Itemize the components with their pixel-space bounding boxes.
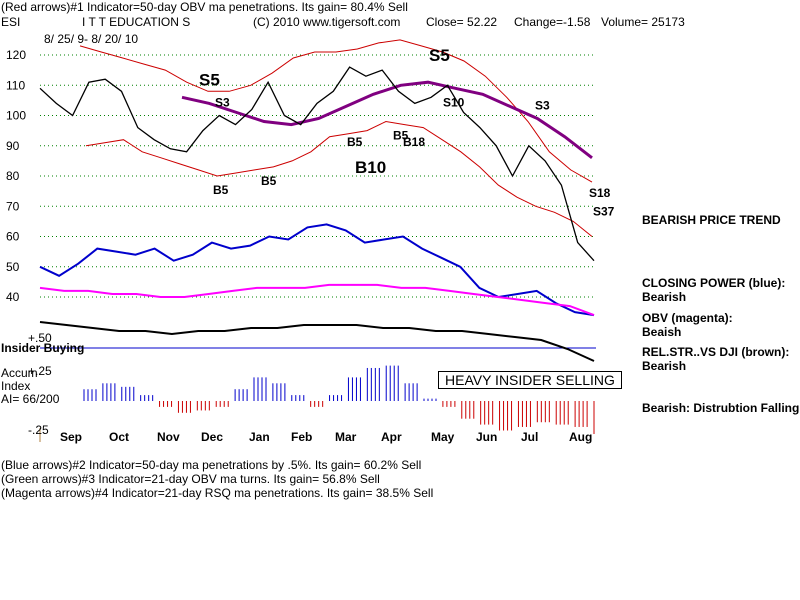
signal-s10: S10 — [443, 95, 465, 109]
y-tick-50: 50 — [6, 260, 20, 274]
date-range: 8/ 25/ 9- 8/ 20/ 10 — [44, 32, 139, 46]
signal-b5: B5 — [393, 129, 409, 143]
y-tick-90: 90 — [6, 139, 20, 153]
y-tick-100: 100 — [6, 109, 26, 123]
index-label: Index — [1, 379, 31, 393]
series-upper-band — [79, 39, 593, 183]
series-closing-power — [39, 223, 595, 317]
signal-b18: B18 — [403, 135, 425, 149]
x-tick-jun: Jun — [476, 430, 497, 444]
accum-tick: -.25 — [28, 423, 49, 437]
closing-power-note: CLOSING POWER (blue): — [642, 276, 786, 290]
signal-b10: B10 — [355, 158, 386, 177]
close-value: Close= 52.22 — [426, 15, 498, 29]
accum-tick: +.25 — [28, 364, 52, 378]
y-tick-110: 110 — [6, 78, 25, 92]
x-tick-jan: Jan — [249, 430, 270, 444]
y-tick-60: 60 — [6, 230, 20, 244]
signal-b5: B5 — [213, 183, 229, 197]
series-50day-ma — [181, 80, 593, 159]
x-tick-aug: Aug — [569, 430, 592, 444]
insider-selling-box: HEAVY INSIDER SELLING — [438, 371, 622, 389]
x-tick-may: May — [431, 430, 455, 444]
x-tick-mar: Mar — [335, 430, 357, 444]
volume-value: Volume= 25173 — [601, 15, 685, 29]
insider-buying-label: Insider Buying — [1, 341, 85, 355]
series-obv — [39, 283, 595, 317]
signal-s5: S5 — [199, 70, 220, 89]
x-tick-dec: Dec — [201, 430, 223, 444]
header-indicator-line: (Red arrows)#1 Indicator=50-day OBV ma p… — [1, 0, 408, 14]
x-axis-ticks: Sep Oct Nov Dec Jan Feb Mar Apr May Jun Jul Aug — [60, 430, 592, 444]
x-tick-jul: Jul — [521, 430, 538, 444]
signal-s18: S18 — [589, 186, 611, 200]
signal-s5: S5 — [429, 46, 450, 65]
rel-str-note: REL.STR..VS DJI (brown): — [642, 345, 790, 359]
obv-status: Beaish — [642, 325, 682, 339]
rel-str-status: Bearish — [642, 359, 687, 373]
y-axis-ticks: 40 50 60 70 80 90 100 110 120 +.50 +.25 -.25 — [6, 48, 52, 437]
ticker-symbol: ESI — [1, 15, 21, 29]
footer-blue-line: (Blue arrows)#2 Indicator=50-day ma pene… — [1, 458, 422, 472]
y-tick-120: 120 — [6, 48, 26, 62]
x-tick-feb: Feb — [291, 430, 312, 444]
x-tick-nov: Nov — [157, 430, 180, 444]
signal-b5: B5 — [261, 174, 277, 188]
ai-label: AI= 66/200 — [1, 392, 60, 406]
x-tick-sep: Sep — [60, 430, 82, 444]
x-tick-oct: Oct — [109, 430, 129, 444]
accum-note: Bearish: Distrubtion Falling. — [642, 401, 800, 415]
change-value: Change=-1.58 — [514, 15, 591, 29]
footer-magenta-line: (Magenta arrows)#4 Indicator=21-day RSQ … — [1, 486, 434, 500]
accum-label: Accum — [1, 366, 38, 380]
x-tick-apr: Apr — [381, 430, 402, 444]
footer-green-line: (Green arrows)#3 Indicator=21-day OBV ma… — [1, 472, 380, 486]
series-lower-band — [85, 120, 593, 237]
accum-tick: +.50 — [28, 331, 52, 345]
signal-b5: B5 — [347, 135, 363, 149]
signal-s37: S37 — [593, 204, 615, 218]
company-name: I T T EDUCATION S — [82, 15, 191, 29]
series-lines — [39, 39, 595, 362]
signal-s3: S3 — [535, 98, 550, 112]
series-rel-str — [39, 321, 595, 362]
obv-note: OBV (magenta): — [642, 311, 733, 325]
y-tick-80: 80 — [6, 169, 20, 183]
y-tick-40: 40 — [6, 290, 20, 304]
closing-power-status: Bearish — [642, 290, 687, 304]
signal-s3: S3 — [215, 95, 230, 109]
y-tick-70: 70 — [6, 199, 20, 213]
series-price — [39, 66, 595, 262]
accumulation-index — [39, 365, 595, 442]
trend-note: BEARISH PRICE TREND — [642, 213, 781, 227]
copyright: (C) 2010 www.tigersoft.com — [253, 15, 401, 29]
